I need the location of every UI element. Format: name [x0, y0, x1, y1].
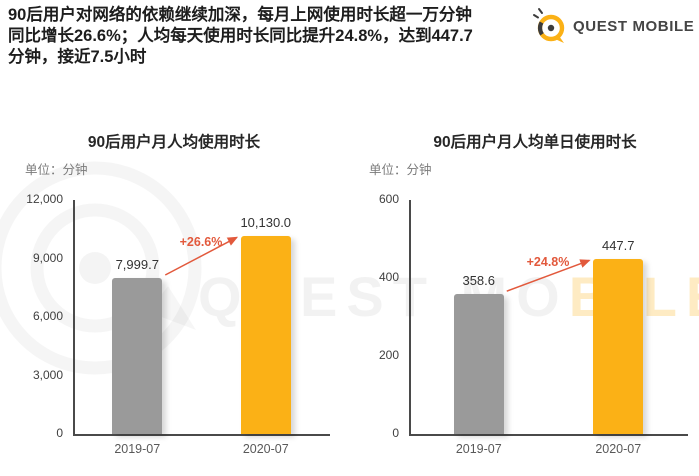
plot-area: 0 3,000 6,000 9,000 12,000 7,999.7 2019-07 10,1… [8, 125, 340, 470]
x-axis-category-label: 2019-07 [114, 442, 161, 456]
x-axis-line [409, 434, 688, 436]
x-axis-line [73, 434, 330, 436]
headline-line-3: 分钟，接近7.5小时 [8, 48, 147, 66]
y-axis-tick-label: 600 [378, 192, 399, 206]
growth-percentage-label: +26.6% [179, 235, 223, 250]
chart-unit-label: 单位：分钟 [369, 163, 432, 177]
plot-area: 0 200 400 600 358.6 2019-07 447.7 2020-07 +24.8% [352, 125, 699, 470]
y-axis-tick-label: 12,000 [26, 192, 63, 206]
y-axis-tick-label: 0 [56, 426, 63, 440]
y-axis-tick-label: 200 [378, 348, 399, 362]
bar-value-label: 447.7 [601, 238, 635, 254]
y-axis-tick-label: 6,000 [32, 309, 63, 323]
x-axis-category-label: 2020-07 [242, 442, 289, 456]
questmobile-logo-icon [533, 8, 565, 43]
bar-previous-year [453, 294, 504, 434]
headline-line-1: 90后用户对网络的依赖继续加深，每月上网使用时长超一万分钟 [8, 6, 472, 24]
chart-unit-label: 单位：分钟 [25, 163, 88, 177]
headline-line-2: 同比增长26.6%；人均每天使用时长同比提升24.8%，达到447.7 [8, 27, 473, 45]
brand-name: QUEST MOBILE [573, 17, 695, 35]
bar-current-year [593, 259, 644, 434]
bar-value-label: 358.6 [462, 273, 496, 289]
bar-value-label: 7,999.7 [115, 257, 159, 272]
y-axis-tick-label: 3,000 [32, 367, 63, 382]
growth-arrow [506, 259, 591, 292]
questmobile-logo: QUEST MOBILE [531, 6, 694, 46]
bar-current-year [240, 236, 291, 434]
chart-daily-usage: 90后用户月人均单日使用时长 单位：分钟 0 200 400 600 358.6 2019… [352, 125, 699, 470]
y-axis-tick-label: 400 [378, 270, 399, 284]
x-axis-category-label: 2020-07 [595, 442, 642, 456]
bar-previous-year [112, 278, 163, 434]
chart-monthly-usage: 90后用户月人均使用时长 单位：分钟 0 3,000 6,000 9,000 12,00… [8, 125, 340, 470]
growth-percentage-label: +24.8% [526, 254, 570, 269]
report-headline: 90后用户对网络的依赖继续加深，每月上网使用时长超一万分钟 同比增长26.6%；… [8, 5, 536, 68]
y-axis-tick-label: 0 [392, 426, 399, 440]
x-axis-category-label: 2019-07 [455, 442, 502, 456]
chart-title: 90后用户月人均单日使用时长 [433, 134, 637, 151]
y-axis-line [73, 200, 75, 434]
y-axis-line [409, 200, 411, 434]
chart-title: 90后用户月人均使用时长 [87, 134, 261, 151]
bar-value-label: 10,130.0 [240, 215, 292, 231]
y-axis-tick-label: 9,000 [32, 250, 63, 265]
